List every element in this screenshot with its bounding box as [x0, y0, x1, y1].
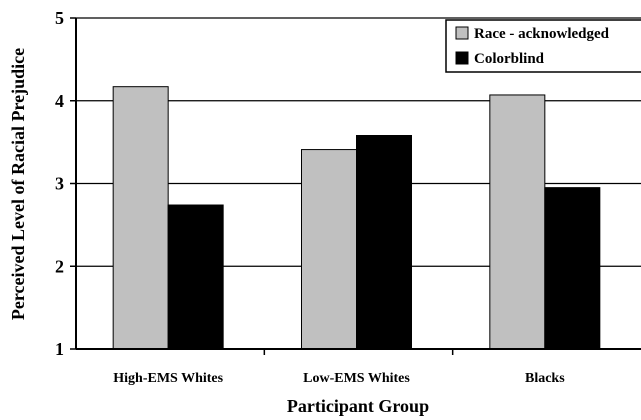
y-tick-label: 4 — [55, 91, 64, 111]
legend-label-colorblind: Colorblind — [474, 51, 545, 67]
bar-blacks-race-acknowledged — [489, 94, 546, 350]
bar-blacks-colorblind — [544, 187, 601, 350]
x-tick-label: Blacks — [525, 371, 565, 386]
y-tick-label: 1 — [55, 339, 64, 359]
x-ticks: High-EMS Whites Low-EMS Whites Blacks — [113, 349, 565, 386]
x-tick-label: Low-EMS Whites — [303, 371, 410, 386]
legend-swatch-colorblind — [455, 51, 469, 65]
bar-high-ems-whites-race-acknowledged — [112, 86, 169, 350]
legend-swatch-race-acknowledged — [455, 26, 469, 40]
x-tick-label: High-EMS Whites — [113, 371, 223, 386]
bar-low-ems-whites-colorblind — [356, 135, 412, 350]
y-tick-label: 3 — [55, 174, 64, 194]
bar-high-ems-whites-colorblind — [167, 204, 224, 350]
y-ticks: 1 2 3 4 5 — [55, 8, 76, 359]
x-axis-title: Participant Group — [287, 396, 429, 416]
legend-box — [445, 19, 641, 73]
y-axis-title: Perceived Level of Racial Prejudice — [8, 48, 28, 320]
legend-label-race-acknowledged: Race - acknowledged — [474, 26, 610, 42]
legend: Race - acknowledged Colorblind — [445, 19, 641, 73]
bars — [112, 86, 601, 350]
y-tick-label: 5 — [55, 8, 64, 28]
bar-low-ems-whites-race-acknowledged — [301, 149, 357, 350]
y-tick-label: 2 — [55, 256, 64, 276]
